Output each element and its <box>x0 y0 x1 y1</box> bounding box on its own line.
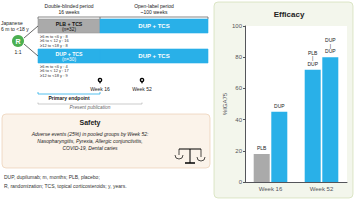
svg-text:%IGA75: %IGA75 <box>222 92 228 115</box>
svg-text:Nasopharyngitis, Pyrexia, Alle: Nasopharyngitis, Pyrexia, Allergic conju… <box>37 138 142 144</box>
svg-text:Open-label period: Open-label period <box>134 3 174 9</box>
svg-text:Week 16: Week 16 <box>259 186 283 192</box>
svg-text:Week 52: Week 52 <box>132 86 152 92</box>
svg-text:Adverse events (25%) in pooled: Adverse events (25%) in pooled groups by… <box>31 131 149 137</box>
svg-text:DUP, dupilumab; m, months; PLB: DUP, dupilumab; m, months; PLB, placebo; <box>4 174 100 180</box>
svg-text:16 weeks: 16 weeks <box>58 9 80 15</box>
svg-text:Primary endpoint: Primary endpoint <box>48 95 89 101</box>
svg-text:DUP + TCS: DUP + TCS <box>138 53 169 59</box>
svg-text:≥6 to < 12 y : 17: ≥6 to < 12 y : 17 <box>40 68 69 74</box>
svg-text:COVID-19, Dental caries: COVID-19, Dental caries <box>62 145 118 151</box>
svg-text:PLB + TCS: PLB + TCS <box>55 20 83 27</box>
svg-text:DUP: DUP <box>325 37 336 44</box>
svg-text:DUP: DUP <box>325 48 336 54</box>
svg-text:≥12 to <18 y : 8: ≥12 to <18 y : 8 <box>40 43 68 48</box>
svg-text:DUP + TCS: DUP + TCS <box>55 50 83 57</box>
svg-text:≥6 to < 12 y : 16: ≥6 to < 12 y : 16 <box>40 38 69 44</box>
svg-text:DUP + TCS: DUP + TCS <box>138 23 169 29</box>
svg-text:~100 weeks: ~100 weeks <box>141 9 168 15</box>
svg-text:PLB: PLB <box>257 145 267 151</box>
svg-text:0: 0 <box>239 179 243 185</box>
svg-text:Efficacy: Efficacy <box>274 10 305 19</box>
svg-text:100: 100 <box>232 23 243 29</box>
svg-text:PLB: PLB <box>308 49 318 56</box>
svg-text:6 m to <18 y: 6 m to <18 y <box>1 26 29 32</box>
svg-text:Double-blinded period: Double-blinded period <box>45 3 94 9</box>
svg-text:60: 60 <box>235 85 242 91</box>
svg-text:Week 52: Week 52 <box>310 186 334 192</box>
svg-text:Japanese: Japanese <box>1 20 23 26</box>
svg-text:80: 80 <box>235 54 242 60</box>
svg-text:Safety: Safety <box>79 119 100 127</box>
svg-text:Week 16: Week 16 <box>90 86 110 92</box>
svg-text:40: 40 <box>235 117 242 123</box>
svg-text:(n=30): (n=30) <box>62 57 76 62</box>
svg-text:DUP: DUP <box>307 61 318 67</box>
svg-text:R: R <box>15 38 20 45</box>
svg-text:≥6 m to <6 y : 8: ≥6 m to <6 y : 8 <box>40 33 68 39</box>
svg-text:R, randomization; TCS, topical: R, randomization; TCS, topical corticost… <box>4 183 127 189</box>
svg-text:(n=32): (n=32) <box>62 27 76 32</box>
svg-text:DUP: DUP <box>274 103 285 109</box>
svg-text:Present publication: Present publication <box>70 105 111 110</box>
svg-text:≥6 m to <6 y : 4: ≥6 m to <6 y : 4 <box>40 63 68 69</box>
svg-text:≥12 to <18 y : 9: ≥12 to <18 y : 9 <box>40 73 68 78</box>
svg-text:20: 20 <box>235 148 242 154</box>
svg-text:1:1: 1:1 <box>15 49 22 55</box>
